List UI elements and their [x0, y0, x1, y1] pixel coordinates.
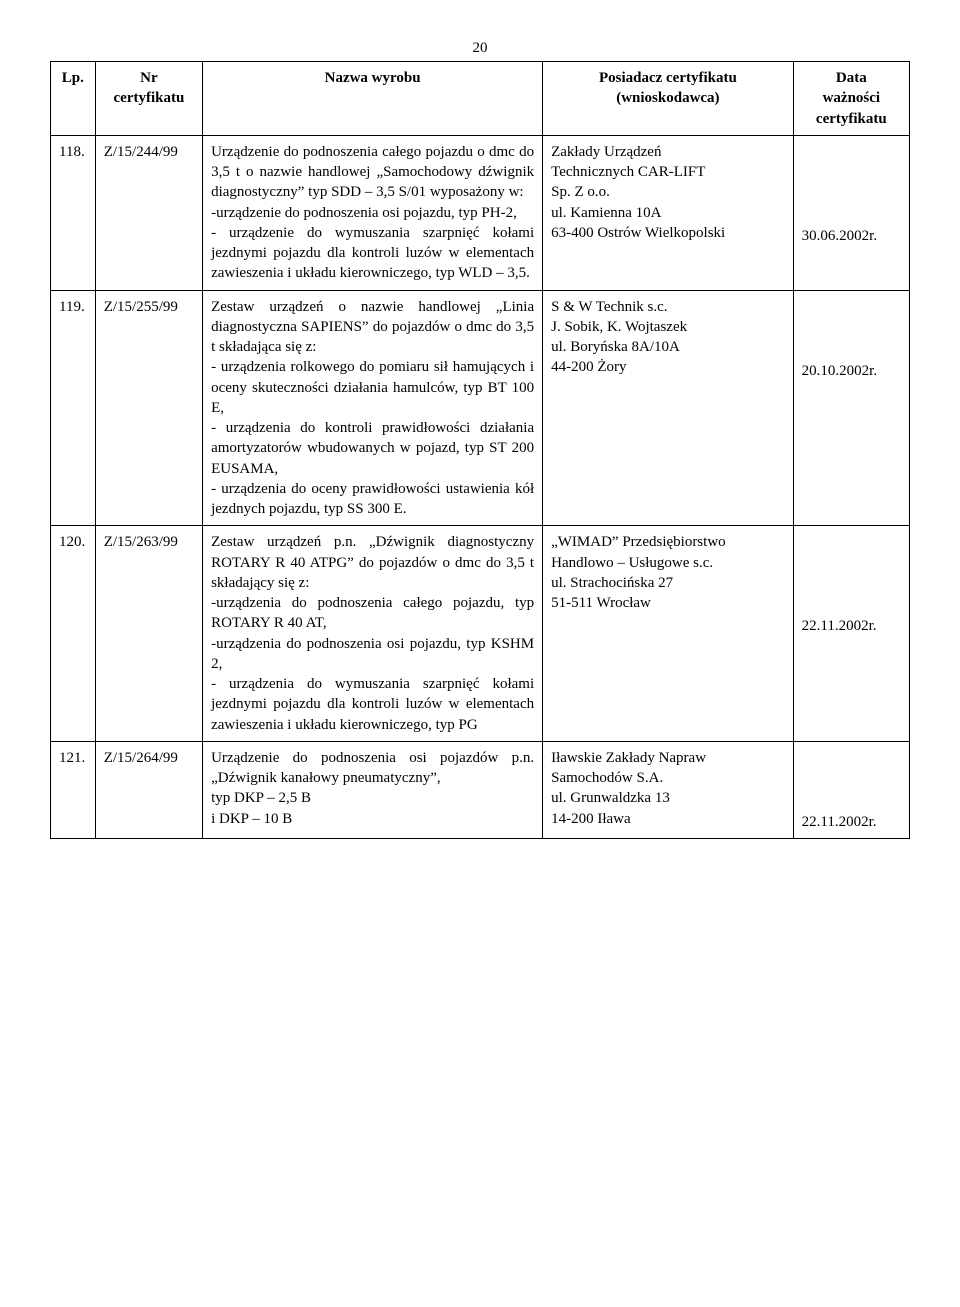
- page-number: 20: [50, 40, 910, 57]
- table-row: 119. Z/15/255/99 Zestaw urządzeń o nazwi…: [51, 290, 910, 526]
- cell-data: 22.11.2002r.: [793, 741, 909, 838]
- cell-posiadacz: Iławskie Zakłady Napraw Samochodów S.A. …: [543, 741, 794, 838]
- cell-nazwa: Zestaw urządzeń p.n. „Dźwignik diagnosty…: [203, 526, 543, 742]
- cell-posiadacz: S & W Technik s.c. J. Sobik, K. Wojtasze…: [543, 290, 794, 526]
- cell-data: 20.10.2002r.: [793, 290, 909, 526]
- col-lp: Lp.: [51, 62, 96, 136]
- cell-posiadacz: Zakłady Urządzeń Technicznych CAR-LIFT S…: [543, 135, 794, 290]
- cell-nazwa: Urządzenie do podnoszenia osi pojazdów p…: [203, 741, 543, 838]
- cell-lp: 119.: [51, 290, 96, 526]
- cell-lp: 120.: [51, 526, 96, 742]
- cell-nr: Z/15/255/99: [95, 290, 202, 526]
- col-data: Data ważności certyfikatu: [793, 62, 909, 136]
- cell-nr: Z/15/244/99: [95, 135, 202, 290]
- table-row: 118. Z/15/244/99 Urządzenie do podnoszen…: [51, 135, 910, 290]
- cell-data: 22.11.2002r.: [793, 526, 909, 742]
- col-posiadacz: Posiadacz certyfikatu (wnioskodawca): [543, 62, 794, 136]
- cell-posiadacz: „WIMAD” Przedsiębiorstwo Handlowo – Usłu…: [543, 526, 794, 742]
- certificates-table: Lp. Nr certyfikatu Nazwa wyrobu Posiadac…: [50, 61, 910, 839]
- cell-lp: 121.: [51, 741, 96, 838]
- cell-nazwa: Zestaw urządzeń o nazwie handlowej „Lini…: [203, 290, 543, 526]
- table-row: 121. Z/15/264/99 Urządzenie do podnoszen…: [51, 741, 910, 838]
- cell-nr: Z/15/264/99: [95, 741, 202, 838]
- cell-lp: 118.: [51, 135, 96, 290]
- table-header-row: Lp. Nr certyfikatu Nazwa wyrobu Posiadac…: [51, 62, 910, 136]
- cell-data: 30.06.2002r.: [793, 135, 909, 290]
- col-nr: Nr certyfikatu: [95, 62, 202, 136]
- table-row: 120. Z/15/263/99 Zestaw urządzeń p.n. „D…: [51, 526, 910, 742]
- cell-nazwa: Urządzenie do podnoszenia całego pojazdu…: [203, 135, 543, 290]
- cell-nr: Z/15/263/99: [95, 526, 202, 742]
- col-nazwa: Nazwa wyrobu: [203, 62, 543, 136]
